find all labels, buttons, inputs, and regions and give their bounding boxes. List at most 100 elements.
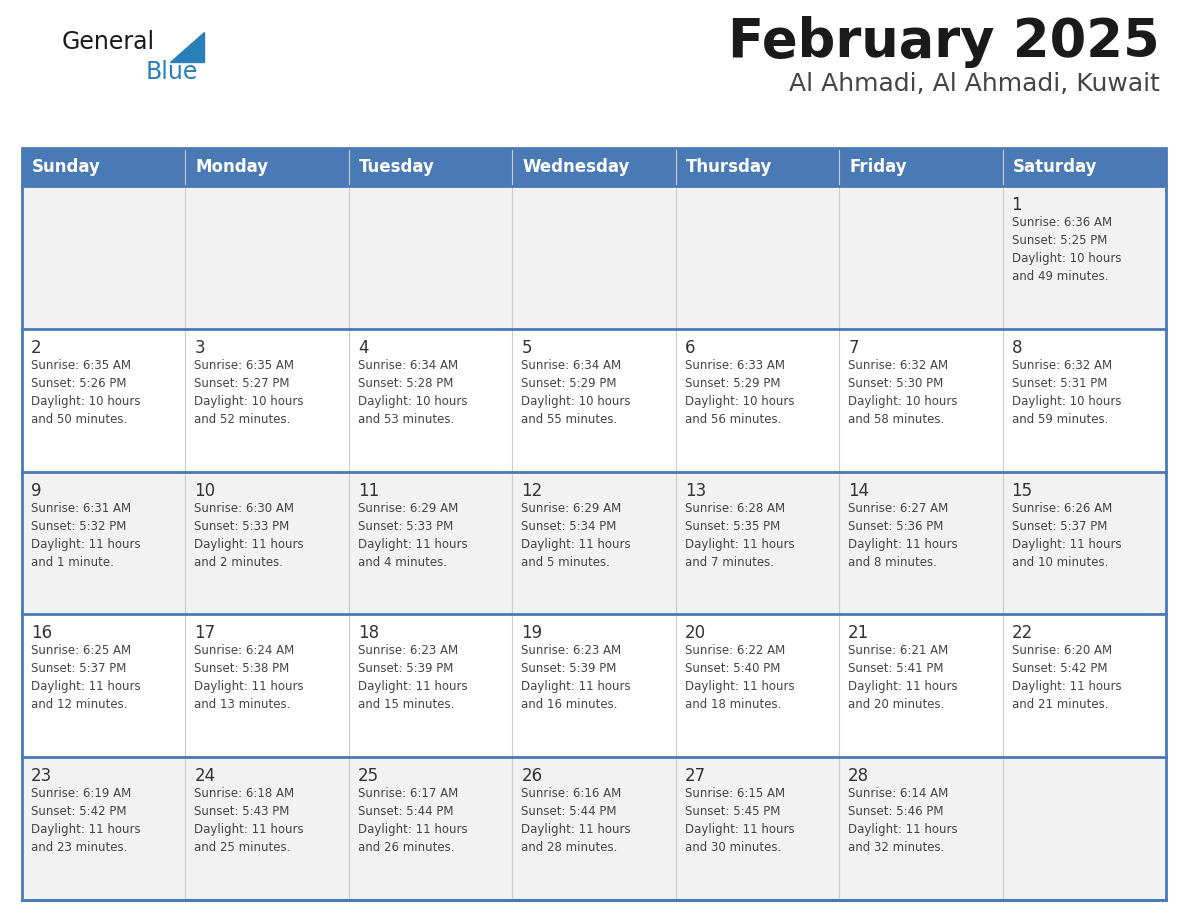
Text: 25: 25 — [358, 767, 379, 785]
Text: Daylight: 10 hours: Daylight: 10 hours — [358, 395, 467, 408]
Text: Sunset: 5:25 PM: Sunset: 5:25 PM — [1011, 234, 1107, 247]
Text: Daylight: 10 hours: Daylight: 10 hours — [31, 395, 140, 408]
Text: Sunrise: 6:16 AM: Sunrise: 6:16 AM — [522, 788, 621, 800]
Text: 20: 20 — [684, 624, 706, 643]
Text: and 23 minutes.: and 23 minutes. — [31, 841, 127, 855]
Text: Sunrise: 6:29 AM: Sunrise: 6:29 AM — [358, 501, 459, 515]
Text: Daylight: 11 hours: Daylight: 11 hours — [522, 538, 631, 551]
Text: 7: 7 — [848, 339, 859, 357]
Text: Sunrise: 6:25 AM: Sunrise: 6:25 AM — [31, 644, 131, 657]
Text: Monday: Monday — [196, 158, 268, 176]
Text: 23: 23 — [31, 767, 52, 785]
Text: Sunset: 5:34 PM: Sunset: 5:34 PM — [522, 520, 617, 532]
Text: and 25 minutes.: and 25 minutes. — [195, 841, 291, 855]
Text: Sunset: 5:32 PM: Sunset: 5:32 PM — [31, 520, 126, 532]
Bar — [23, 472, 1165, 614]
Text: 28: 28 — [848, 767, 870, 785]
Text: 27: 27 — [684, 767, 706, 785]
Text: and 15 minutes.: and 15 minutes. — [358, 699, 454, 711]
Text: and 7 minutes.: and 7 minutes. — [684, 555, 773, 568]
Text: Sunset: 5:30 PM: Sunset: 5:30 PM — [848, 376, 943, 390]
Text: and 58 minutes.: and 58 minutes. — [848, 413, 944, 426]
Text: and 20 minutes.: and 20 minutes. — [848, 699, 944, 711]
Bar — [23, 329, 1165, 472]
Text: Daylight: 11 hours: Daylight: 11 hours — [684, 538, 795, 551]
Text: and 50 minutes.: and 50 minutes. — [31, 413, 127, 426]
Text: 18: 18 — [358, 624, 379, 643]
Text: 24: 24 — [195, 767, 215, 785]
Text: and 59 minutes.: and 59 minutes. — [1011, 413, 1108, 426]
Text: Sunrise: 6:28 AM: Sunrise: 6:28 AM — [684, 501, 785, 515]
Text: Daylight: 11 hours: Daylight: 11 hours — [31, 538, 140, 551]
Text: 11: 11 — [358, 482, 379, 499]
Text: Sunrise: 6:33 AM: Sunrise: 6:33 AM — [684, 359, 785, 372]
Text: and 8 minutes.: and 8 minutes. — [848, 555, 937, 568]
Text: Daylight: 11 hours: Daylight: 11 hours — [848, 538, 958, 551]
Text: Daylight: 11 hours: Daylight: 11 hours — [31, 823, 140, 836]
Text: Sunrise: 6:22 AM: Sunrise: 6:22 AM — [684, 644, 785, 657]
Text: 16: 16 — [31, 624, 52, 643]
Text: February 2025: February 2025 — [728, 16, 1159, 68]
Text: Sunrise: 6:26 AM: Sunrise: 6:26 AM — [1011, 501, 1112, 515]
Text: and 18 minutes.: and 18 minutes. — [684, 699, 781, 711]
Text: 12: 12 — [522, 482, 543, 499]
Text: Sunrise: 6:32 AM: Sunrise: 6:32 AM — [848, 359, 948, 372]
Text: Sunset: 5:44 PM: Sunset: 5:44 PM — [358, 805, 454, 818]
Text: 21: 21 — [848, 624, 870, 643]
Text: and 21 minutes.: and 21 minutes. — [1011, 699, 1108, 711]
Text: Sunrise: 6:32 AM: Sunrise: 6:32 AM — [1011, 359, 1112, 372]
Text: and 5 minutes.: and 5 minutes. — [522, 555, 611, 568]
Text: Daylight: 11 hours: Daylight: 11 hours — [358, 823, 468, 836]
Text: Sunset: 5:41 PM: Sunset: 5:41 PM — [848, 663, 943, 676]
Text: Sunrise: 6:27 AM: Sunrise: 6:27 AM — [848, 501, 948, 515]
Bar — [23, 614, 1165, 757]
Text: and 26 minutes.: and 26 minutes. — [358, 841, 454, 855]
Text: Daylight: 11 hours: Daylight: 11 hours — [31, 680, 140, 693]
Text: and 30 minutes.: and 30 minutes. — [684, 841, 781, 855]
Text: Daylight: 10 hours: Daylight: 10 hours — [522, 395, 631, 408]
Text: Sunrise: 6:24 AM: Sunrise: 6:24 AM — [195, 644, 295, 657]
Text: 9: 9 — [31, 482, 42, 499]
Bar — [23, 148, 1165, 186]
Text: Al Ahmadi, Al Ahmadi, Kuwait: Al Ahmadi, Al Ahmadi, Kuwait — [789, 72, 1159, 96]
Text: Sunset: 5:40 PM: Sunset: 5:40 PM — [684, 663, 781, 676]
Text: Daylight: 10 hours: Daylight: 10 hours — [848, 395, 958, 408]
Text: and 32 minutes.: and 32 minutes. — [848, 841, 944, 855]
Text: Sunrise: 6:23 AM: Sunrise: 6:23 AM — [358, 644, 459, 657]
Text: Sunset: 5:43 PM: Sunset: 5:43 PM — [195, 805, 290, 818]
Text: Sunset: 5:42 PM: Sunset: 5:42 PM — [31, 805, 126, 818]
Text: and 49 minutes.: and 49 minutes. — [1011, 270, 1108, 283]
Text: Sunrise: 6:34 AM: Sunrise: 6:34 AM — [358, 359, 459, 372]
Text: and 1 minute.: and 1 minute. — [31, 555, 114, 568]
Text: and 4 minutes.: and 4 minutes. — [358, 555, 447, 568]
Text: Daylight: 11 hours: Daylight: 11 hours — [195, 680, 304, 693]
Text: 5: 5 — [522, 339, 532, 357]
Text: Daylight: 11 hours: Daylight: 11 hours — [1011, 538, 1121, 551]
Text: Blue: Blue — [146, 60, 198, 84]
Text: Daylight: 11 hours: Daylight: 11 hours — [848, 823, 958, 836]
Text: Sunset: 5:33 PM: Sunset: 5:33 PM — [358, 520, 453, 532]
Text: 17: 17 — [195, 624, 215, 643]
Text: Sunset: 5:33 PM: Sunset: 5:33 PM — [195, 520, 290, 532]
Text: and 28 minutes.: and 28 minutes. — [522, 841, 618, 855]
Text: Daylight: 11 hours: Daylight: 11 hours — [195, 823, 304, 836]
Text: Sunset: 5:27 PM: Sunset: 5:27 PM — [195, 376, 290, 390]
Text: Daylight: 11 hours: Daylight: 11 hours — [684, 823, 795, 836]
Text: Daylight: 11 hours: Daylight: 11 hours — [1011, 680, 1121, 693]
Text: 4: 4 — [358, 339, 368, 357]
Text: 3: 3 — [195, 339, 206, 357]
Text: Sunrise: 6:29 AM: Sunrise: 6:29 AM — [522, 501, 621, 515]
Text: Sunset: 5:39 PM: Sunset: 5:39 PM — [358, 663, 454, 676]
Text: Daylight: 11 hours: Daylight: 11 hours — [195, 538, 304, 551]
Text: Sunset: 5:46 PM: Sunset: 5:46 PM — [848, 805, 943, 818]
Text: and 52 minutes.: and 52 minutes. — [195, 413, 291, 426]
Text: and 13 minutes.: and 13 minutes. — [195, 699, 291, 711]
Text: Daylight: 11 hours: Daylight: 11 hours — [358, 538, 468, 551]
Text: and 53 minutes.: and 53 minutes. — [358, 413, 454, 426]
Text: 13: 13 — [684, 482, 706, 499]
Text: Daylight: 10 hours: Daylight: 10 hours — [195, 395, 304, 408]
Text: Daylight: 11 hours: Daylight: 11 hours — [522, 823, 631, 836]
Text: Tuesday: Tuesday — [359, 158, 435, 176]
Text: 19: 19 — [522, 624, 543, 643]
Text: Sunset: 5:42 PM: Sunset: 5:42 PM — [1011, 663, 1107, 676]
